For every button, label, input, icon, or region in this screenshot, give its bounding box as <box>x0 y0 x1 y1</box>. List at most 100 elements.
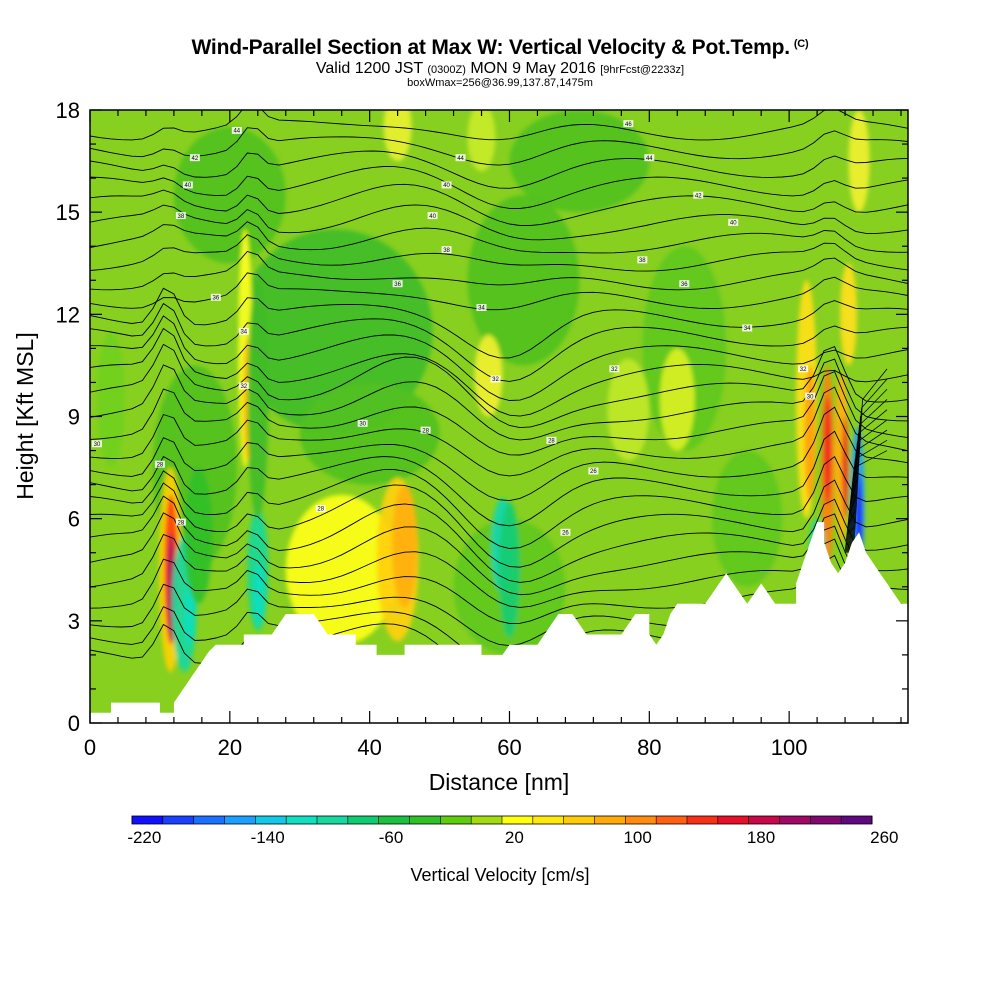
chart-title-text: Wind-Parallel Section at Max W: Vertical… <box>191 36 791 59</box>
isentrope-line <box>90 287 908 359</box>
isentrope-line <box>90 127 908 166</box>
velocity-cell <box>659 348 695 451</box>
y-axis-label: Height [Kft MSL] <box>12 332 38 499</box>
isentrope-label-bg <box>91 440 102 448</box>
colorbar-title: Vertical Velocity [cm/s] <box>410 865 589 885</box>
isentrope-label-bg <box>693 191 704 199</box>
colorbar-tick-label: 20 <box>505 828 524 847</box>
isentrope-label: 44 <box>457 156 464 162</box>
isentrope-label-bg <box>742 324 753 332</box>
isentrope-line <box>90 343 908 429</box>
colorbar-swatch <box>471 816 503 824</box>
isentrope-label-bg <box>441 181 452 189</box>
isentrope-label-bg <box>231 126 242 134</box>
isentrope-line <box>90 315 908 401</box>
isentrope-line <box>90 358 908 441</box>
isentrope-label-bg <box>637 256 648 264</box>
isentrope-line <box>90 150 908 189</box>
y-tick-label: 9 <box>68 405 80 430</box>
colorbar-swatch <box>532 816 565 824</box>
isentrope-label: 34 <box>240 330 247 336</box>
plot-area: 30 44 44 46 42 44 40 40 42 38 40 40 38 38 36 36 36 34 34 34… <box>89 109 909 724</box>
isentrope-label: 34 <box>744 326 751 332</box>
isentrope-labels: 30 44 44 46 42 44 40 40 42 38 40 40 38 38 36 36 36 34 34 34… <box>91 120 816 536</box>
velocity-cell <box>392 484 418 608</box>
x-tick-label: 100 <box>771 735 808 760</box>
isentrope-label: 40 <box>185 183 192 189</box>
isentrope-label: 28 <box>317 507 324 513</box>
x-tick-label: 40 <box>357 735 381 760</box>
velocity-cell <box>184 467 213 604</box>
isentrope-label: 40 <box>730 221 737 227</box>
isentrope-line <box>90 272 908 311</box>
velocity-cell <box>824 396 832 506</box>
isentrope-label: 32 <box>800 367 807 373</box>
colorbar-tick-label: -220 <box>127 828 161 847</box>
colorbar: -220 -140 -60 20 100 180 260 <box>127 815 899 847</box>
velocity-cell <box>467 195 580 366</box>
isentrope-label: 30 <box>359 422 366 428</box>
velocity-cell <box>848 110 870 213</box>
colorbar-swatch <box>193 816 225 824</box>
colorbar-swatch <box>440 816 472 824</box>
isentrope-line <box>90 386 908 477</box>
isentrope-label: 28 <box>422 428 429 434</box>
colorbar-tick-label: 180 <box>747 828 775 847</box>
forecast-info: [9hrFcst@2233z] <box>600 64 685 76</box>
isentrope-label-bg <box>427 212 438 220</box>
colorbar-swatch <box>347 816 380 824</box>
isentrope-label: 26 <box>562 530 569 536</box>
velocity-cell <box>842 416 848 519</box>
isentrope-label: 44 <box>233 129 240 135</box>
isentrope-label: 38 <box>443 248 450 254</box>
isentrope-label-bg <box>315 504 326 512</box>
isentrope-label-bg <box>420 426 431 434</box>
isentrope-line <box>853 368 888 553</box>
isentrope-label-bg <box>644 154 655 162</box>
isentrope-line <box>90 183 908 226</box>
colorbar-swatch <box>286 816 318 824</box>
isentrope-label-bg <box>455 154 466 162</box>
isentrope-label-bg <box>182 181 193 189</box>
velocity-cell <box>840 263 857 366</box>
isentrope-line <box>90 479 908 568</box>
isentrope-label: 30 <box>807 394 814 400</box>
isentrope-line <box>90 204 908 241</box>
colorbar-swatch <box>810 816 842 824</box>
colorbar-tick-label: -140 <box>251 828 285 847</box>
isentrope-label: 28 <box>178 520 185 526</box>
colorbar-swatch <box>317 816 349 824</box>
isentrope-label: 38 <box>639 258 646 264</box>
isentrope-label: 32 <box>240 384 247 390</box>
colorbar-swatch <box>656 816 688 824</box>
colorbar-tick-label: 260 <box>870 828 898 847</box>
isentrope-label: 40 <box>443 183 450 189</box>
x-axis-label: Distance [nm] <box>429 769 570 795</box>
isentrope-line <box>90 371 908 456</box>
isentrope-label-bg <box>728 218 739 226</box>
isentrope-label-bg <box>154 460 165 468</box>
isentrope-label-bg <box>476 304 487 312</box>
colorbar-swatch <box>132 816 164 824</box>
colorbar-swatch <box>717 816 750 824</box>
chart-subtitle: Valid 1200 JST (0300Z) MON 9 May 2016 [9… <box>0 60 1000 78</box>
isentrope-line <box>852 378 888 553</box>
isentrope-label-bg <box>238 327 249 335</box>
isentrope-label-bg <box>798 365 809 373</box>
colorbar-swatch <box>409 816 441 824</box>
isentrope-line <box>90 456 908 549</box>
colorbar-swatch <box>625 816 657 824</box>
isentrope-line <box>90 512 908 596</box>
isentrope-label: 42 <box>192 156 199 162</box>
x-tick-label: 0 <box>84 735 96 760</box>
copyright-mark: (C) <box>793 38 809 50</box>
velocity-cell <box>509 110 650 213</box>
colorbar-swatch <box>563 816 595 824</box>
isentrope-line <box>849 399 888 553</box>
isentrope-line <box>90 166 908 209</box>
x-tick-label: 80 <box>637 735 661 760</box>
isentrope-label-bg <box>546 436 557 444</box>
isentrope-line <box>90 538 908 624</box>
